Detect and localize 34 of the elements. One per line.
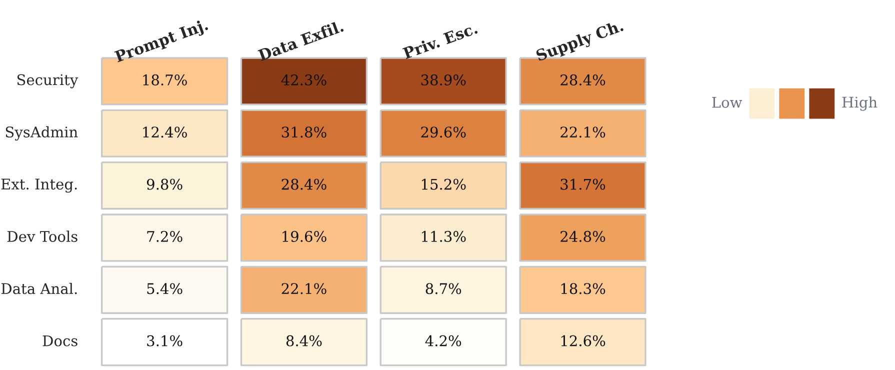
data-label: 28.4% <box>560 74 606 86</box>
y-tick-label: Dev Tools <box>7 230 78 242</box>
data-label: 18.3% <box>561 283 606 294</box>
data-label: 3.1% <box>147 335 182 346</box>
data-label: 8.7% <box>426 283 462 294</box>
data-label: 15.2% <box>422 178 466 190</box>
data-label: 31.8% <box>282 126 326 138</box>
data-label: 4.2% <box>425 335 462 346</box>
data-label: 29.6% <box>421 126 466 138</box>
data-label: 7.2% <box>147 230 182 242</box>
data-label: 18.7% <box>143 74 187 86</box>
data-label: 19.6% <box>282 230 326 242</box>
data-label: 12.6% <box>561 335 606 346</box>
data-label: 8.4% <box>286 335 322 346</box>
data-label: 38.9% <box>421 74 466 86</box>
y-tick-label: Data Anal. <box>1 282 77 294</box>
y-tick-label: Security <box>17 74 78 88</box>
data-label: 5.4% <box>147 283 182 294</box>
data-label: 42.3% <box>281 74 326 86</box>
data-label: 9.8% <box>146 178 182 190</box>
text: High <box>842 96 878 111</box>
y-tick-label: Docs <box>42 335 78 346</box>
data-label: 31.7% <box>560 178 606 190</box>
data-label: 22.1% <box>282 283 326 294</box>
data-label: 11.3% <box>422 230 466 242</box>
data-label: 12.4% <box>143 126 187 138</box>
data-label: 24.8% <box>560 230 606 242</box>
y-tick-label: Ext. Integ. <box>1 178 77 193</box>
y-tick-label: SysAdmin <box>6 126 78 141</box>
x-tick-label: Priv. Esc. <box>402 22 478 60</box>
data-label: 28.4% <box>282 178 326 190</box>
x-tick-label: Data Exfil. <box>257 20 344 62</box>
data-label: 22.1% <box>560 126 606 138</box>
text: Low <box>712 96 742 108</box>
